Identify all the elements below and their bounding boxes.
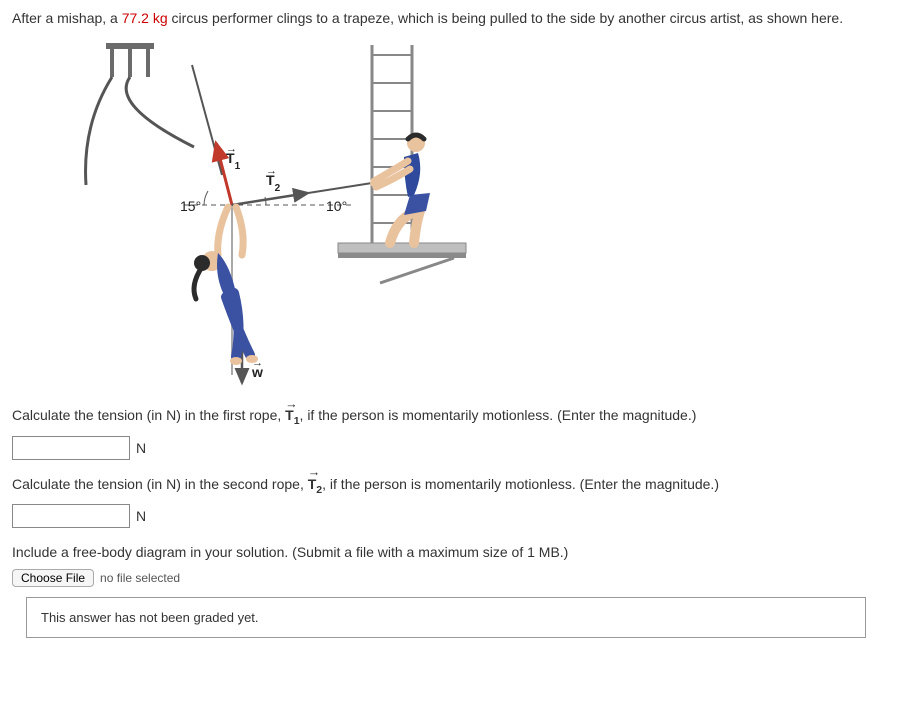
- no-file-label: no file selected: [100, 571, 180, 585]
- q1-before: Calculate the tension (in N) in the firs…: [12, 407, 285, 423]
- grading-status-box: This answer has not been graded yet.: [26, 597, 866, 638]
- question-t2: Calculate the tension (in N) in the seco…: [12, 474, 885, 499]
- problem-statement: After a mishap, a 77.2 kg circus perform…: [12, 8, 885, 29]
- t1-vector-symbol: T1: [285, 405, 299, 430]
- answer-row-t1: N: [12, 436, 885, 460]
- t2-unit: N: [136, 508, 146, 524]
- q2-before: Calculate the tension (in N) in the seco…: [12, 476, 308, 492]
- file-upload-row: Choose File no file selected: [12, 569, 885, 587]
- q2-after: , if the person is momentarily motionles…: [322, 476, 719, 492]
- t2-vector-symbol: T2: [308, 474, 322, 499]
- problem-container: After a mishap, a 77.2 kg circus perform…: [0, 0, 897, 646]
- svg-text:10°: 10°: [326, 198, 347, 214]
- t1-answer-input[interactable]: [12, 436, 130, 460]
- fbd-prompt: Include a free-body diagram in your solu…: [12, 542, 885, 563]
- t1-unit: N: [136, 440, 146, 456]
- grading-status-text: This answer has not been graded yet.: [41, 610, 259, 625]
- choose-file-button[interactable]: Choose File: [12, 569, 94, 587]
- t2-answer-input[interactable]: [12, 504, 130, 528]
- svg-text:→: →: [266, 165, 277, 177]
- svg-text:15°: 15°: [180, 198, 201, 214]
- figure: T1→T2→w→15°10°: [52, 35, 482, 395]
- prompt-after: circus performer clings to a trapeze, wh…: [168, 10, 843, 26]
- answer-row-t2: N: [12, 504, 885, 528]
- svg-text:→: →: [226, 143, 237, 155]
- q1-after: , if the person is momentarily motionles…: [300, 407, 697, 423]
- prompt-before: After a mishap, a: [12, 10, 122, 26]
- question-t1: Calculate the tension (in N) in the firs…: [12, 405, 885, 430]
- svg-text:→: →: [252, 357, 263, 369]
- mass-value: 77.2 kg: [122, 10, 168, 26]
